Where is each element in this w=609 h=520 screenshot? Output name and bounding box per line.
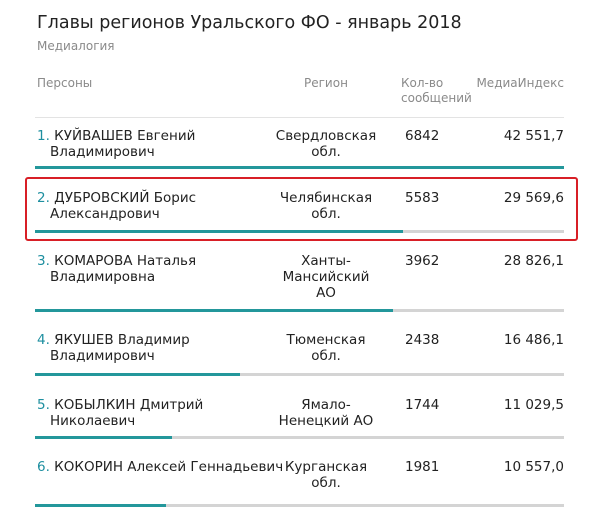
person-name-line1: КОБЫЛКИН Дмитрий [49,397,204,413]
region-cell: Ханты- Мансийский АО [266,253,386,301]
header-count-line1: Кол-во [401,76,444,90]
message-count: 6842 [405,128,440,144]
message-count: 1981 [405,459,440,475]
region-line: обл. [311,206,341,222]
index-bar-track [35,230,564,233]
index-bar-track [35,504,564,507]
media-index: 28 826,1 [503,253,564,269]
header-person: Персоны [37,76,93,90]
rank-number: 2. [37,190,50,206]
person-name-line1: ЯКУШЕВ Владимир [49,332,190,348]
media-index: 42 551,7 [503,128,564,144]
index-bar [35,166,564,169]
region-line: обл. [311,475,341,491]
highlight-frame [25,177,578,241]
region-cell: Тюменская обл. [266,332,386,364]
person-name: 4. ЯКУШЕВ Владимир Владимирович [37,332,190,364]
header-count-line2: сообщений [401,91,472,105]
rank-number: 1. [37,128,50,144]
person-name: 2. ДУБРОВСКИЙ Борис Александрович [37,190,196,222]
region-cell: Челябинская обл. [266,190,386,222]
person-name: 1. КУЙВАШЕВ Евгений Владимирович [37,128,195,160]
rank-number: 5. [37,397,50,413]
region-line: Челябинская [279,190,373,206]
page-title: Главы регионов Уральского ФО - январь 20… [37,13,462,33]
person-name-line2: Николаевич [50,413,136,429]
person-name-line1: КУЙВАШЕВ Евгений [49,128,196,144]
index-bar [35,309,394,312]
media-index: 10 557,0 [503,459,564,475]
person-name-line2: Владимировна [50,269,156,285]
index-bar-track [35,166,564,169]
region-line: Ханты- [301,253,351,269]
region-line: Тюменская [286,332,366,348]
region-line: Ямало- [301,397,351,413]
person-name-line1: ДУБРОВСКИЙ Борис [49,190,197,206]
rank-number: 3. [37,253,50,269]
index-bar [35,230,403,233]
region-line: Свердловская [275,128,377,144]
person-name-line2: Александрович [50,206,160,222]
person-name: 6. КОКОРИН Алексей Геннадьевич [37,459,283,475]
person-name-line2: Владимирович [50,144,155,160]
person-name: 3. КОМАРОВА Наталья Владимировна [37,253,196,285]
index-bar [35,504,167,507]
message-count: 1744 [405,397,440,413]
header-index: МедиаИндекс [476,76,564,90]
region-cell: Курганская обл. [266,459,386,491]
media-index: 16 486,1 [503,332,564,348]
message-count: 3962 [405,253,440,269]
message-count: 5583 [405,190,440,206]
index-bar-track [35,309,564,312]
page-subtitle: Медиалогия [37,39,115,53]
index-bar [35,436,173,439]
person-name-line1: КОМАРОВА Наталья [49,253,197,269]
index-bar-track [35,436,564,439]
index-bar [35,373,240,376]
person-name-line1: КОКОРИН Алексей Геннадьевич [49,459,284,475]
region-line: Мансийский [282,269,370,285]
person-name-line2: Владимирович [50,348,155,364]
header-count: Кол-во сообщений [401,76,472,106]
rank-number: 4. [37,332,50,348]
media-index: 29 569,6 [503,190,564,206]
region-line: обл. [311,144,341,160]
region-cell: Ямало- Ненецкий АО [266,397,386,429]
region-line: АО [316,285,336,301]
media-index: 11 029,5 [503,397,564,413]
person-name: 5. КОБЫЛКИН Дмитрий Николаевич [37,397,203,429]
index-bar-track [35,373,564,376]
region-line: Курганская [284,459,368,475]
region-line: Ненецкий АО [278,413,374,429]
rank-number: 6. [37,459,50,475]
region-line: обл. [311,348,341,364]
message-count: 2438 [405,332,440,348]
region-cell: Свердловская обл. [266,128,386,160]
header-divider [35,117,564,118]
header-region: Регион [304,76,348,90]
